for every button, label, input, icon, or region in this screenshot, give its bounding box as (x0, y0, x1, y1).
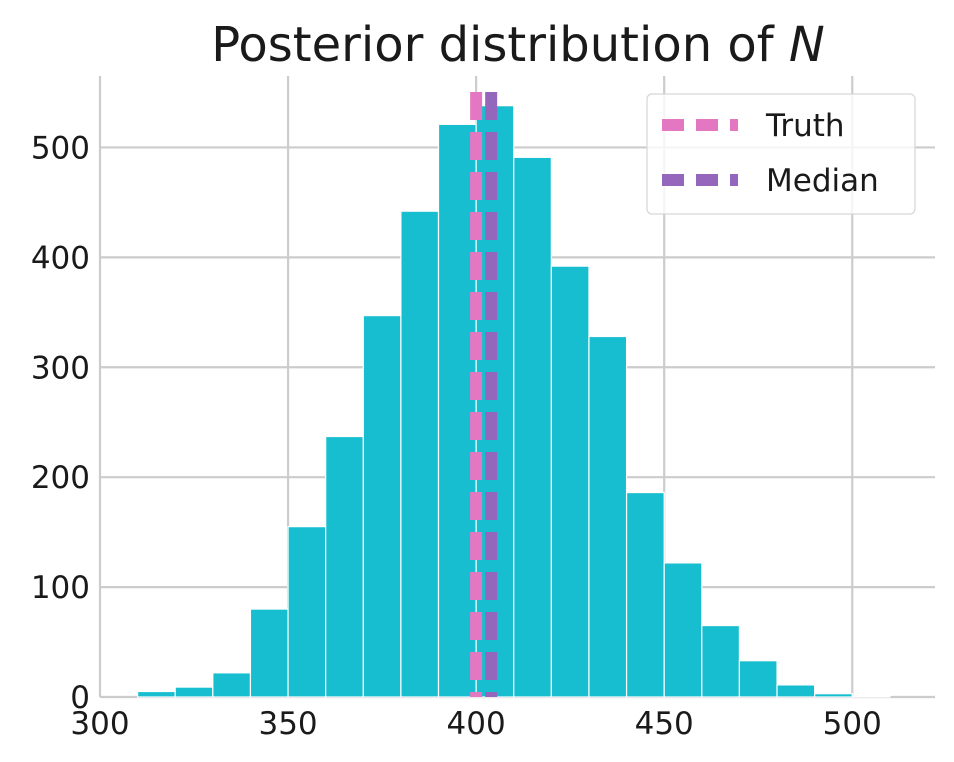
y-tick-label: 0 (70, 680, 90, 716)
histogram-bar-8 (437, 123, 477, 698)
histogram-bar-6 (362, 315, 402, 698)
y-tick-label: 400 (31, 240, 90, 276)
histogram-bar-18 (814, 693, 853, 698)
histogram-bars (137, 105, 891, 698)
histogram-bar-7 (400, 210, 440, 698)
histogram-bar-14 (663, 562, 703, 698)
x-tick-label: 500 (823, 706, 882, 742)
y-tick-label: 200 (31, 460, 90, 496)
x-tick-label: 400 (447, 706, 506, 742)
x-tick-label: 300 (70, 706, 129, 742)
chart-title: Posterior distribution of N (211, 17, 825, 73)
reference-lines (470, 92, 498, 697)
y-tick-label: 300 (31, 350, 90, 386)
histogram-bar-5 (325, 435, 364, 698)
histogram-bar-17 (776, 684, 816, 698)
histogram-bar-0 (137, 690, 176, 698)
histogram-bar-15 (701, 624, 741, 698)
histogram-bar-2 (212, 672, 252, 698)
histogram-bar-3 (249, 608, 289, 698)
histogram-bar-11 (550, 265, 590, 698)
histogram-bar-10 (513, 156, 552, 698)
histogram-bar-16 (738, 660, 778, 698)
histogram-bar-1 (174, 686, 214, 698)
histogram-bar-12 (588, 335, 628, 698)
y-tick-label: 500 (31, 130, 90, 166)
legend: Truth Median (646, 93, 916, 215)
x-tick-label: 450 (635, 706, 694, 742)
legend-label-truth: Truth (765, 108, 845, 144)
tick-labels: 300 350 400 450 500 0 100 200 300 400 500 (31, 130, 882, 742)
histogram-bar-13 (625, 491, 665, 698)
x-tick-label: 350 (258, 706, 317, 742)
histogram-bar-19 (851, 695, 891, 698)
histogram-bar-4 (287, 526, 327, 698)
y-tick-label: 100 (31, 570, 90, 606)
legend-label-median: Median (766, 163, 879, 199)
